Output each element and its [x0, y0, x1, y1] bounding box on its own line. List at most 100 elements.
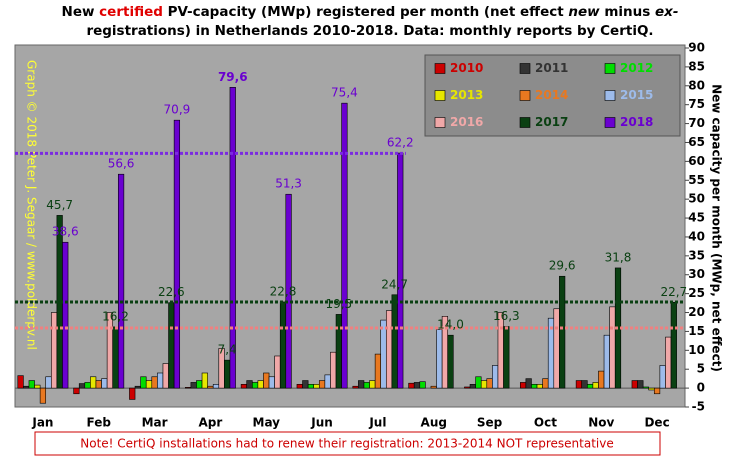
- data-label: 79,6: [218, 70, 248, 84]
- bar: [609, 306, 616, 389]
- note-box: [34, 431, 661, 456]
- x-tick-label: Aug: [421, 416, 447, 430]
- data-label: 56,6: [108, 157, 135, 171]
- legend-swatch: [519, 63, 531, 74]
- x-tick-label: May: [253, 416, 281, 430]
- bar: [50, 312, 58, 389]
- bar: [391, 294, 398, 389]
- bar: [151, 376, 158, 389]
- bar: [559, 275, 566, 389]
- y-tick-label: 40: [688, 229, 705, 243]
- bar: [251, 382, 259, 389]
- y-tick-label: 5: [697, 362, 705, 376]
- bar: [229, 87, 236, 389]
- bar: [84, 382, 91, 389]
- data-label: 7,4: [218, 343, 237, 357]
- chart-title: registrations) in Netherlands 2010-2018.…: [86, 23, 653, 39]
- legend-label: 2014: [535, 88, 568, 102]
- data-label: 16,2: [102, 309, 129, 323]
- bar: [23, 385, 30, 389]
- data-label: 24,7: [381, 277, 408, 291]
- data-label: 38,6: [52, 225, 79, 239]
- bar: [385, 310, 393, 389]
- y-tick-label: 45: [688, 211, 705, 225]
- bar: [28, 380, 35, 389]
- bar: [263, 372, 270, 389]
- bar: [430, 385, 437, 389]
- legend-swatch: [519, 117, 531, 128]
- bar: [246, 380, 253, 389]
- bar: [173, 119, 181, 389]
- legend-swatch: [604, 117, 616, 128]
- bar: [519, 382, 527, 389]
- y-tick-label: 15: [688, 324, 705, 338]
- bar: [503, 326, 510, 389]
- x-tick-label: Nov: [588, 416, 614, 430]
- bar: [575, 380, 583, 389]
- data-label: 22,6: [158, 285, 185, 299]
- bar: [492, 365, 499, 389]
- bar: [653, 387, 661, 395]
- data-label: 51,3: [275, 177, 302, 191]
- bar: [240, 384, 248, 389]
- bar: [101, 378, 108, 389]
- bar: [642, 386, 650, 389]
- legend-label: 2013: [450, 88, 483, 102]
- bar: [112, 326, 119, 389]
- bar: [525, 378, 532, 389]
- legend-label: 2011: [535, 61, 568, 75]
- legend-label: 2012: [620, 61, 653, 75]
- y-tick-label: 30: [688, 267, 705, 281]
- bar: [190, 382, 197, 389]
- bar: [592, 382, 599, 389]
- bar: [313, 384, 320, 389]
- bar: [369, 380, 376, 389]
- bar: [73, 387, 80, 395]
- bar: [274, 355, 281, 389]
- x-tick-label: Dec: [644, 416, 669, 430]
- bar: [196, 380, 203, 389]
- bar: [480, 380, 488, 389]
- data-label: 70,9: [164, 103, 191, 117]
- y-tick-label: 60: [688, 154, 705, 168]
- data-label: 45,7: [46, 198, 73, 212]
- bar: [106, 312, 114, 389]
- bar: [324, 374, 331, 389]
- bar: [268, 376, 275, 389]
- legend-swatch: [604, 90, 616, 101]
- x-tick-label: Jul: [368, 416, 386, 430]
- bar: [380, 319, 387, 389]
- bar: [637, 380, 644, 389]
- y-tick-label: 50: [688, 192, 705, 206]
- y-tick-label: 85: [688, 59, 705, 73]
- bar: [352, 385, 359, 389]
- y-tick-label: 25: [688, 286, 705, 300]
- bar: [408, 382, 415, 389]
- bar: [553, 308, 560, 389]
- bar: [648, 387, 655, 391]
- bar: [436, 329, 443, 389]
- bar: [631, 380, 638, 389]
- y-tick-label: 70: [688, 116, 705, 130]
- bar: [341, 102, 348, 389]
- y-tick-label: 90: [688, 41, 705, 55]
- legend-swatch: [434, 117, 446, 128]
- data-label: 75,4: [331, 86, 358, 100]
- bar: [307, 384, 315, 389]
- legend-box: [424, 54, 681, 137]
- bar: [475, 376, 482, 389]
- bar: [168, 302, 175, 389]
- bar: [581, 380, 588, 389]
- y-tick-label: 10: [688, 343, 705, 357]
- bar: [531, 384, 538, 389]
- legend-swatch: [434, 63, 446, 74]
- bar: [665, 336, 672, 389]
- bar: [257, 380, 264, 389]
- legend-label: 2018: [620, 115, 653, 129]
- bar: [39, 387, 47, 404]
- bar: [536, 384, 543, 389]
- y-tick-label: 35: [688, 248, 705, 262]
- bar: [670, 302, 677, 389]
- legend-swatch: [604, 63, 616, 74]
- bar: [358, 380, 365, 389]
